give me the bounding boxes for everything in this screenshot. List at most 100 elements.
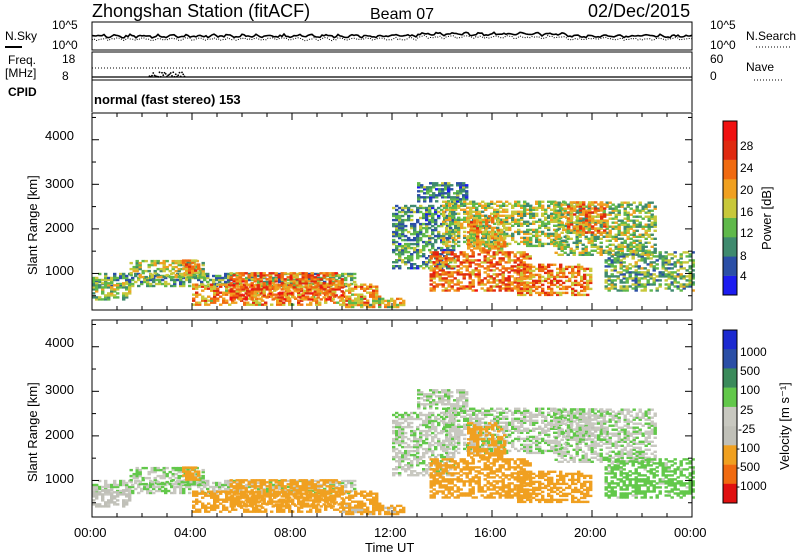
power-echo-cell [610, 273, 614, 276]
power-echo-cell [306, 303, 310, 306]
power-echo-cell [372, 299, 376, 303]
power-echo-cell [423, 200, 427, 203]
power-echo-cell [198, 275, 202, 279]
power-echo-cell [496, 236, 500, 240]
power-echo-cell [590, 235, 594, 238]
power-echo-cell [481, 226, 485, 230]
power-echo-cell [644, 205, 648, 208]
power-echo-cell [354, 299, 358, 302]
power-echo-cell [588, 203, 592, 206]
power-echo-cell [286, 296, 290, 299]
power-echo-cell [176, 278, 180, 282]
power-echo-cell [559, 275, 563, 279]
power-echo-cell [438, 273, 442, 276]
power-echo-cell [241, 274, 245, 277]
power-echo-cell [550, 214, 554, 217]
velocity-echo-cell [135, 476, 139, 480]
power-echo-cell [499, 234, 503, 238]
power-echo-cell [508, 242, 512, 246]
power-echo-cell [119, 282, 123, 286]
power-echo-cell [435, 196, 439, 199]
power-echo-cell [520, 275, 524, 279]
power-echo-cell [589, 269, 593, 273]
power-echo-cell [667, 275, 671, 278]
power-echo-cell [579, 225, 583, 228]
velocity-echo-cell [341, 481, 345, 485]
power-echo-cell [635, 229, 639, 232]
power-echo-cell [610, 275, 614, 278]
velocity-echo-cell [183, 480, 187, 484]
power-echo-cell [605, 213, 609, 216]
power-echo-cell [147, 265, 151, 269]
power-echo-cell [225, 291, 229, 294]
power-echo-cell [392, 250, 396, 254]
power-echo-cell [597, 209, 601, 212]
power-echo-cell [591, 217, 595, 220]
power-echo-cell [138, 273, 142, 277]
power-echo-cell [614, 225, 618, 228]
power-echo-cell [475, 210, 479, 213]
power-echo-cell [599, 225, 603, 228]
power-echo-cell [593, 239, 597, 242]
power-echo-cell [492, 273, 496, 276]
power-echo-cell [465, 184, 469, 187]
power-echo-cell [500, 245, 504, 248]
power-echo-cell [395, 208, 399, 212]
power-echo-cell [395, 224, 399, 228]
power-echo-cell [570, 215, 574, 218]
power-echo-cell [658, 279, 662, 282]
velocity-echo-cell [171, 468, 175, 472]
velocity-echo-cell [192, 504, 196, 507]
power-echo-cell [605, 223, 609, 226]
power-echo-cell [577, 271, 581, 275]
power-echo-cell [459, 261, 463, 264]
power-echo-cell [446, 232, 450, 236]
power-echo-cell [498, 261, 502, 264]
power-echo-cell [449, 206, 453, 210]
power-echo-cell [679, 263, 683, 266]
power-echo-cell [562, 291, 566, 295]
velocity-echo-cell [332, 487, 336, 491]
power-echo-cell [610, 281, 614, 284]
velocity-echo-cell [119, 481, 123, 485]
power-echo-cell [510, 251, 514, 254]
power-echo-cell [487, 202, 491, 205]
power-echo-cell [588, 223, 592, 226]
power-echo-cell [655, 279, 659, 282]
power-echo-cell [280, 282, 284, 285]
power-echo-cell [479, 249, 483, 252]
power-echo-cell [622, 261, 626, 264]
velocity-echo-cell [147, 476, 151, 480]
power-echo-cell [599, 223, 603, 226]
power-echo-cell [599, 247, 603, 250]
power-echo-cell [522, 251, 526, 254]
power-echo-cell [441, 271, 445, 274]
velocity-echo-cell [152, 491, 156, 495]
power-echo-cell [584, 245, 588, 248]
power-echo-cell [632, 211, 636, 214]
power-echo-cell [188, 280, 192, 284]
power-echo-cell [498, 273, 502, 276]
power-echo-cell [435, 255, 439, 258]
power-echo-cell [466, 206, 470, 209]
power-echo-cell [252, 303, 256, 306]
power-echo-cell [457, 220, 461, 223]
power-echo-cell [292, 274, 296, 277]
power-echo-cell [673, 263, 677, 266]
power-echo-cell [571, 275, 575, 279]
power-echo-cell [259, 292, 263, 295]
power-echo-cell [576, 215, 580, 218]
power-echo-cell [583, 285, 587, 289]
velocity-echo-cell [174, 482, 178, 486]
power-echo-cell [407, 261, 411, 264]
power-echo-cell [204, 301, 208, 304]
power-echo-cell [529, 287, 533, 291]
power-echo-cell [664, 255, 668, 258]
power-echo-cell [560, 207, 564, 210]
power-echo-cell [429, 194, 433, 197]
velocity-echo-cell [201, 470, 205, 474]
power-echo-cell [485, 221, 489, 224]
power-echo-cell [526, 208, 530, 211]
power-echo-cell [623, 207, 627, 210]
power-echo-cell [526, 291, 530, 295]
